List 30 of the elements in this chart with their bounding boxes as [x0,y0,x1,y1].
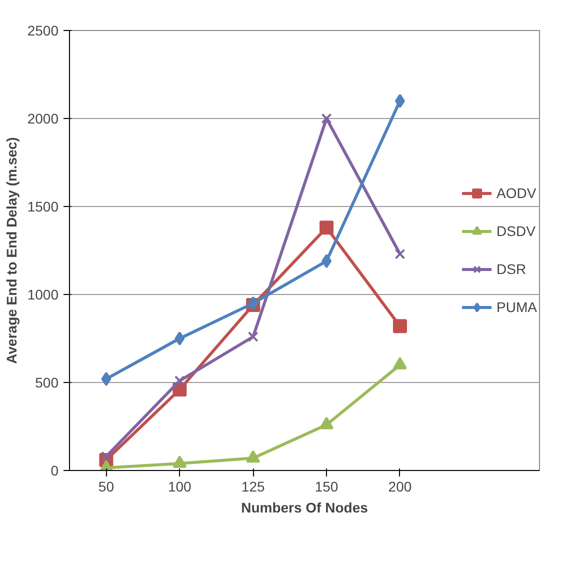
x-tick-label: 100 [168,478,192,494]
point [394,94,405,108]
x-tick-label: 50 [98,478,114,494]
x-tick-label: 150 [314,478,338,494]
y-tick-label: 1000 [27,286,59,302]
y-tick-label: 1500 [27,198,59,214]
point [101,372,112,386]
point [320,220,334,235]
y-tick-label: 500 [35,374,59,390]
legend-label: PUMA [496,299,537,315]
point [322,254,332,268]
y-tick-label: 0 [50,462,59,478]
point [246,450,260,463]
point [172,456,187,468]
point [321,113,332,124]
point [392,319,407,334]
legend-label: AODV [496,185,536,201]
point [320,416,334,430]
legend-label: DSDV [496,223,536,239]
point [394,248,406,260]
y-tick-label: 2500 [27,22,59,38]
x-tick-label: 200 [388,478,412,494]
point [174,375,185,386]
point [248,331,258,342]
legend-label: DSR [496,261,526,277]
x-tick-label: 125 [241,478,265,494]
point [174,332,185,346]
x-axis-title: Numbers Of Nodes [241,500,368,516]
y-tick-label: 2000 [27,110,59,126]
y-axis-title: Average End to End Delay (m.sec) [3,137,20,364]
